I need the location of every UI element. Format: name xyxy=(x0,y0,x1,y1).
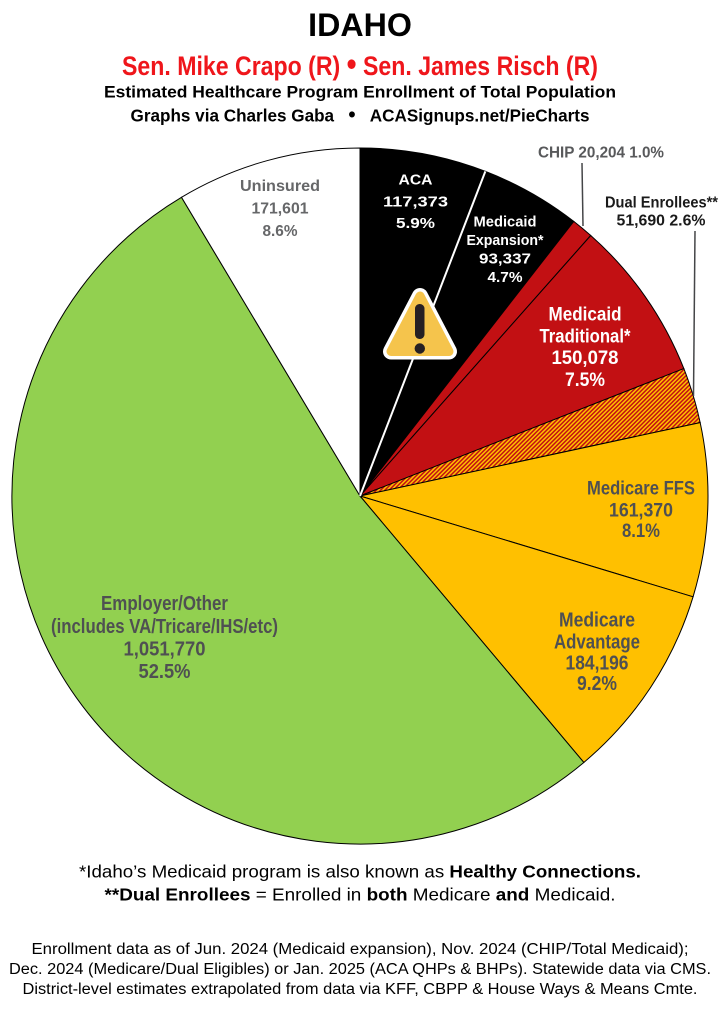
svg-text:150,078: 150,078 xyxy=(552,348,619,369)
svg-text:Estimated Healthcare Program E: Estimated Healthcare Program Enrollment … xyxy=(104,83,616,102)
svg-text:Employer/Other: Employer/Other xyxy=(101,593,228,615)
svg-text:5.9%: 5.9% xyxy=(396,216,435,232)
svg-text:*Idaho’s Medicaid program is a: *Idaho’s Medicaid program is also known … xyxy=(79,862,641,882)
svg-text:IDAHO: IDAHO xyxy=(308,7,412,43)
svg-text:117,373: 117,373 xyxy=(383,195,448,211)
svg-text:1,051,770: 1,051,770 xyxy=(124,639,206,661)
svg-text:**Dual Enrollees = Enrolled in: **Dual Enrollees = Enrolled in both Medi… xyxy=(105,885,616,905)
svg-text:Graphs via Charles Gaba •: Graphs via Charles Gaba • ACASignups.net… xyxy=(131,104,590,127)
svg-text:Sen. Mike Crapo (R) • Sen. Jam: Sen. Mike Crapo (R) • Sen. James Risch (… xyxy=(122,45,598,82)
svg-text:Medicare: Medicare xyxy=(559,610,635,632)
svg-text:8.6%: 8.6% xyxy=(263,223,298,240)
svg-text:171,601: 171,601 xyxy=(252,201,309,218)
svg-text:Medicare FFS: Medicare FFS xyxy=(587,479,695,500)
svg-text:161,370: 161,370 xyxy=(609,501,673,522)
svg-text:4.7%: 4.7% xyxy=(488,270,523,286)
svg-text:51,690 2.6%: 51,690 2.6% xyxy=(617,213,706,230)
svg-text:9.2%: 9.2% xyxy=(577,673,617,695)
svg-text:CHIP 20,204 1.0%: CHIP 20,204 1.0% xyxy=(538,145,664,162)
svg-text:52.5%: 52.5% xyxy=(139,661,191,683)
svg-text:Medicaid: Medicaid xyxy=(549,305,622,326)
svg-text:Dec. 2024 (Medicare/Dual Eligi: Dec. 2024 (Medicare/Dual Eligibles) or J… xyxy=(9,961,711,978)
svg-text:Enrollment data as of Jun. 202: Enrollment data as of Jun. 2024 (Medicai… xyxy=(32,941,689,958)
svg-text:Dual Enrollees**: Dual Enrollees** xyxy=(605,195,719,212)
svg-text:Expansion*: Expansion* xyxy=(467,233,544,249)
svg-text:8.1%: 8.1% xyxy=(622,521,660,542)
svg-text:93,337: 93,337 xyxy=(479,252,531,268)
svg-text:District-level estimates extra: District-level estimates extrapolated fr… xyxy=(23,981,698,998)
svg-text:ACA: ACA xyxy=(399,173,434,189)
svg-text:7.5%: 7.5% xyxy=(565,370,605,391)
svg-text:Advantage: Advantage xyxy=(554,632,640,654)
svg-text:Traditional*: Traditional* xyxy=(540,327,632,348)
svg-text:(includes VA/Tricare/IHS/etc): (includes VA/Tricare/IHS/etc) xyxy=(51,616,278,638)
svg-text:Uninsured: Uninsured xyxy=(240,178,320,195)
svg-text:Medicaid: Medicaid xyxy=(474,215,537,231)
svg-text:184,196: 184,196 xyxy=(566,653,629,675)
